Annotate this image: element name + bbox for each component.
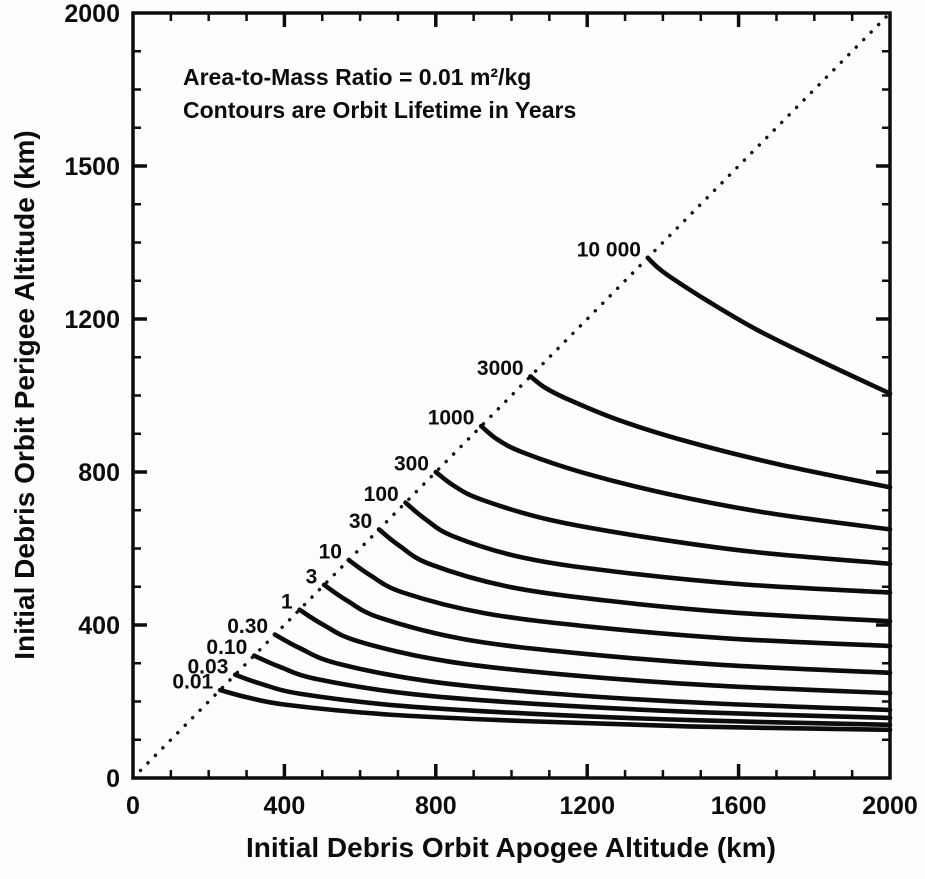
contour-line-1: [297, 607, 893, 696]
x-axis-tick-label: 400: [264, 792, 306, 820]
x-axis-tick-label: 1600: [711, 792, 767, 820]
y-axis-tick-label: 1500: [64, 153, 120, 181]
contour-label-30: 30: [349, 510, 372, 533]
y-axis-tick-label: 1200: [64, 306, 120, 334]
contour-label-3000: 3000: [477, 357, 524, 380]
contour-line-1000: [478, 423, 893, 532]
annotation-contours-note: Contours are Orbit Lifetime in Years: [183, 97, 576, 123]
contour-label-0.03: 0.03: [188, 655, 229, 678]
contour-label-0.01: 0.01: [172, 671, 213, 694]
contour-line-30: [376, 527, 893, 624]
x-axis-title: Initial Debris Orbit Apogee Altitude (km…: [246, 832, 776, 863]
contour-label-0.10: 0.10: [206, 636, 247, 659]
x-axis-tick-label: 800: [415, 792, 457, 820]
contour-line-0.30: [272, 632, 893, 713]
y-axis-tick-label: 2000: [64, 0, 120, 28]
contour-label-10000: 10 000: [577, 238, 641, 261]
contour-label-100: 100: [364, 483, 399, 506]
annotation-area-to-mass: Area-to-Mass Ratio = 0.01 m²/kg: [183, 64, 531, 90]
contour-line-100: [403, 500, 893, 595]
contour-label-0.30: 0.30: [227, 615, 268, 638]
y-axis-tick-label: 0: [106, 765, 120, 793]
y-axis-title: Initial Debris Orbit Perigee Altitude (k…: [9, 130, 40, 660]
contour-label-1000: 1000: [428, 407, 475, 430]
circular-orbit-diagonal: [131, 11, 892, 780]
contour-line-0.10: [251, 653, 893, 721]
contour-lines-group: [217, 255, 893, 733]
y-axis-tick-label: 400: [78, 612, 120, 640]
tick-labels-group: 0 400 800 1200 1600 2000 0 400 800 1200 1500 2000: [64, 0, 917, 820]
x-axis-tick-label: 0: [126, 792, 140, 820]
contour-line-300: [433, 469, 893, 567]
contour-label-3: 3: [306, 565, 318, 588]
contour-label-300: 300: [394, 453, 429, 476]
contour-line-3: [321, 582, 893, 676]
contour-line-10: [346, 557, 893, 649]
contour-label-1: 1: [281, 590, 293, 613]
contour-line-0.01: [217, 687, 893, 733]
contour-label-10: 10: [319, 541, 342, 564]
x-axis-tick-label: 2000: [862, 792, 918, 820]
y-axis-tick-label: 800: [78, 459, 120, 487]
x-axis-tick-label: 1200: [559, 792, 615, 820]
contour-line-10000: [645, 255, 893, 396]
axis-ticks: [133, 13, 890, 778]
contour-line-0.03: [232, 672, 893, 728]
diagonal-reference-line-group: [131, 11, 892, 780]
contour-line-3000: [528, 374, 893, 490]
